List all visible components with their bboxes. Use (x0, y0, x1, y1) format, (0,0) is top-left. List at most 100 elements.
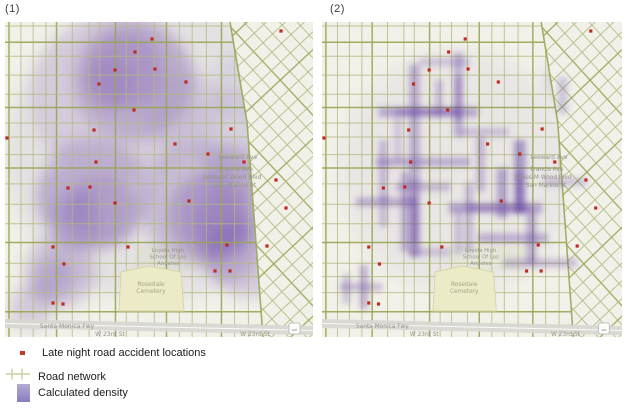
street-label: Santa Monica Fwy (40, 323, 95, 330)
accident-point (427, 201, 431, 205)
accident-point (376, 302, 381, 306)
accident-point (153, 67, 157, 71)
density-swatch-icon (17, 384, 30, 402)
accident-point (206, 152, 210, 156)
accident-point (279, 29, 283, 33)
accident-point (97, 82, 101, 86)
accident-point (496, 80, 500, 84)
street-label: W 23rd St (551, 332, 581, 337)
panel-1-label: (1) (5, 3, 20, 15)
street-label: W 23rd St (410, 332, 440, 337)
legend-item-road-network: Road network (0, 367, 106, 386)
accident-point (94, 160, 98, 164)
map-panel-kernel-density: Leeward Ave Francis Ave James M Wood Blvd S… (5, 22, 313, 337)
accident-point (187, 199, 191, 203)
accident-point (242, 160, 246, 164)
legend-item-label: Calculated density (38, 387, 128, 399)
street-label: Santa Monica Fwy (356, 324, 409, 330)
accident-point (92, 128, 96, 132)
accident-point (274, 178, 278, 182)
cemetery-area (432, 265, 497, 312)
accident-point (412, 82, 416, 86)
cemetery-area (118, 265, 185, 312)
accident-point (113, 68, 117, 72)
cemetery-label: Rosedale (451, 282, 478, 288)
street-label: Francis Ave (219, 166, 253, 173)
accident-point (367, 245, 371, 249)
accident-point (427, 68, 431, 72)
street-label: W 23rd St (95, 331, 125, 337)
accident-point (322, 136, 326, 140)
accident-point (447, 50, 451, 54)
accident-point (5, 136, 9, 140)
legend-item-label: Road network (38, 370, 106, 383)
cemetery-label: Cemetery (136, 288, 166, 295)
school-label: Angeles (470, 261, 491, 267)
accident-point (486, 142, 490, 146)
accident-point (553, 160, 557, 164)
accident-point (225, 243, 229, 247)
street-label: Leeward Ave (530, 155, 568, 161)
cemetery-label: Rosedale (137, 281, 165, 288)
accident-point (463, 37, 467, 41)
accident-point (51, 245, 55, 249)
accident-point (539, 269, 543, 273)
accident-point (66, 186, 70, 190)
map-attribution-icon (598, 322, 610, 335)
accident-point (377, 262, 382, 266)
accident-point (446, 108, 450, 112)
map-panel-network-density: Leeward Ave Francis Ave James M Wood Blvd S… (322, 22, 622, 337)
accident-point (265, 244, 269, 248)
legend-item-label: Late night road accident locations (42, 347, 206, 359)
legend-item-density: Calculated density (0, 384, 128, 402)
street-label: W 23rd St (240, 331, 270, 337)
accident-point (584, 178, 588, 182)
street-label: San Marino St (214, 182, 256, 189)
accident-point (367, 301, 371, 305)
accident-point (540, 127, 544, 131)
accident-point (88, 185, 92, 189)
accident-point (589, 29, 593, 33)
map-2-network-density: Leeward Ave Francis Ave James M Wood Blvd S… (322, 22, 622, 337)
accident-point (51, 301, 55, 305)
accident-point (440, 245, 444, 249)
street-label: Leeward Ave (219, 154, 258, 161)
cemetery-label: Cemetery (450, 289, 479, 295)
accident-point (61, 302, 65, 306)
accident-point (407, 128, 411, 132)
accident-point (381, 186, 385, 190)
freeway (5, 319, 313, 335)
accident-points-layer (322, 29, 598, 306)
accident-point (126, 245, 130, 249)
legend-item-accidents: Late night road accident locations (0, 347, 206, 359)
accident-point (409, 160, 413, 164)
accident-point (466, 67, 470, 71)
accident-point (133, 50, 137, 54)
accident-point (518, 152, 522, 156)
accident-point (62, 262, 66, 266)
accident-point (132, 108, 136, 112)
accident-point (284, 206, 288, 210)
street-label: James M Wood Blvd (202, 174, 262, 181)
accident-point (228, 269, 232, 273)
accident-point (229, 127, 233, 131)
accident-point (594, 206, 598, 210)
road-network-icon (5, 367, 31, 386)
school-label: Angeles (157, 261, 179, 267)
accident-point (499, 199, 503, 203)
school-label: School Of Los (463, 254, 499, 260)
street-label: Francis Ave (531, 167, 564, 173)
accident-point (524, 269, 529, 273)
accident-point (150, 37, 154, 41)
accident-point (173, 142, 177, 146)
accident-points-layer (5, 29, 288, 306)
accident-point (575, 244, 579, 248)
school-label: School Of Los (149, 255, 186, 261)
legend: Late night road accident locations Road … (0, 344, 320, 410)
accident-point (184, 80, 188, 84)
accident-point (213, 269, 217, 273)
accident-point (403, 185, 407, 189)
